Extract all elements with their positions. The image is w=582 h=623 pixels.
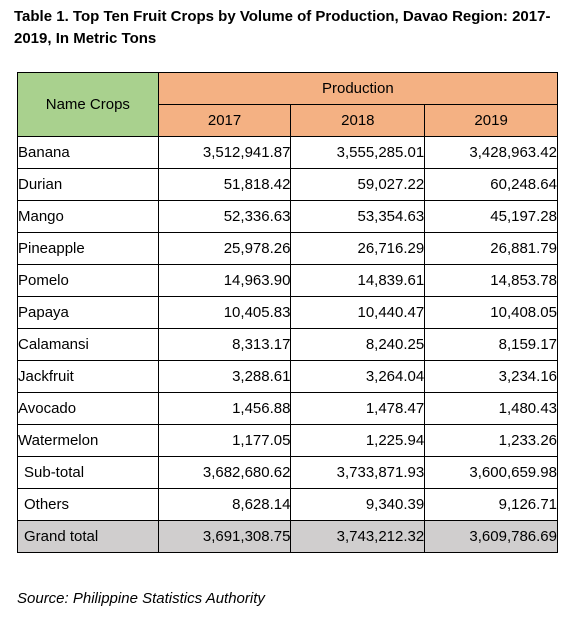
value-2018: 1,225.94: [290, 424, 426, 457]
value-2018: 1,478.47: [290, 392, 426, 425]
value-2019: 60,248.64: [424, 168, 558, 201]
value-2019: 1,233.26: [424, 424, 558, 457]
subtotal-label: Sub-total: [17, 456, 159, 489]
value-2019: 45,197.28: [424, 200, 558, 233]
table-row: Calamansi 8,313.17 8,240.25 8,159.17: [17, 328, 558, 361]
value-2018: 3,743,212.32: [290, 520, 426, 553]
value-2019: 8,159.17: [424, 328, 558, 361]
value-2018: 53,354.63: [290, 200, 426, 233]
table-row: Durian 51,818.42 59,027.22 60,248.64: [17, 168, 558, 201]
production-header: Production: [157, 72, 559, 105]
value-2017: 3,512,941.87: [157, 136, 292, 169]
grand-total-row: Grand total 3,691,308.75 3,743,212.32 3,…: [17, 520, 558, 553]
value-2019: 3,428,963.42: [424, 136, 558, 169]
crop-name: Calamansi: [17, 328, 159, 361]
others-row: Others 8,628.14 9,340.39 9,126.71: [17, 488, 558, 521]
value-2018: 59,027.22: [290, 168, 426, 201]
crop-name: Banana: [17, 136, 159, 169]
grand-total-label: Grand total: [17, 520, 159, 553]
table-title: Table 1. Top Ten Fruit Crops by Volume o…: [14, 8, 551, 47]
value-2017: 8,628.14: [157, 488, 292, 521]
value-2018: 3,264.04: [290, 360, 426, 393]
table-row: Mango 52,336.63 53,354.63 45,197.28: [17, 200, 558, 233]
crop-name: Papaya: [17, 296, 159, 329]
production-table: Name Crops Production 2017 2018 2019 Ban…: [17, 72, 559, 553]
others-label: Others: [17, 488, 159, 521]
value-2018: 3,733,871.93: [290, 456, 426, 489]
value-2018: 10,440.47: [290, 296, 426, 329]
source-note: Source: Philippine Statistics Authority: [17, 590, 265, 607]
crop-name: Mango: [17, 200, 159, 233]
value-2017: 25,978.26: [157, 232, 292, 265]
crop-name: Durian: [17, 168, 159, 201]
value-2017: 1,456.88: [157, 392, 292, 425]
value-2018: 3,555,285.01: [290, 136, 426, 169]
subtotal-row: Sub-total 3,682,680.62 3,733,871.93 3,60…: [17, 456, 558, 489]
year-header-2019: 2019: [424, 104, 558, 137]
value-2019: 14,853.78: [424, 264, 558, 297]
value-2018: 26,716.29: [290, 232, 426, 265]
value-2018: 9,340.39: [290, 488, 426, 521]
crop-name: Pineapple: [17, 232, 159, 265]
table-row: Banana 3,512,941.87 3,555,285.01 3,428,9…: [17, 136, 558, 169]
value-2017: 14,963.90: [157, 264, 292, 297]
year-header-2018: 2018: [290, 104, 426, 137]
table-row: Watermelon 1,177.05 1,225.94 1,233.26: [17, 424, 558, 457]
crop-name: Avocado: [17, 392, 159, 425]
value-2017: 1,177.05: [157, 424, 292, 457]
value-2017: 10,405.83: [157, 296, 292, 329]
value-2019: 1,480.43: [424, 392, 558, 425]
value-2019: 3,609,786.69: [424, 520, 558, 553]
crop-name: Watermelon: [17, 424, 159, 457]
table-row: Papaya 10,405.83 10,440.47 10,408.05: [17, 296, 558, 329]
name-crops-header: Name Crops: [17, 72, 159, 137]
table-row: Jackfruit 3,288.61 3,264.04 3,234.16: [17, 360, 558, 393]
value-2018: 8,240.25: [290, 328, 426, 361]
value-2019: 10,408.05: [424, 296, 558, 329]
value-2019: 9,126.71: [424, 488, 558, 521]
table-row: Pineapple 25,978.26 26,716.29 26,881.79: [17, 232, 558, 265]
table-row: Avocado 1,456.88 1,478.47 1,480.43: [17, 392, 558, 425]
value-2019: 3,600,659.98: [424, 456, 558, 489]
value-2019: 3,234.16: [424, 360, 558, 393]
crop-name: Jackfruit: [17, 360, 159, 393]
value-2018: 14,839.61: [290, 264, 426, 297]
value-2017: 51,818.42: [157, 168, 292, 201]
table-row: Pomelo 14,963.90 14,839.61 14,853.78: [17, 264, 558, 297]
value-2017: 3,288.61: [157, 360, 292, 393]
year-header-2017: 2017: [157, 104, 292, 137]
value-2017: 3,682,680.62: [157, 456, 292, 489]
crop-name: Pomelo: [17, 264, 159, 297]
value-2017: 52,336.63: [157, 200, 292, 233]
value-2019: 26,881.79: [424, 232, 558, 265]
value-2017: 3,691,308.75: [157, 520, 292, 553]
value-2017: 8,313.17: [157, 328, 292, 361]
